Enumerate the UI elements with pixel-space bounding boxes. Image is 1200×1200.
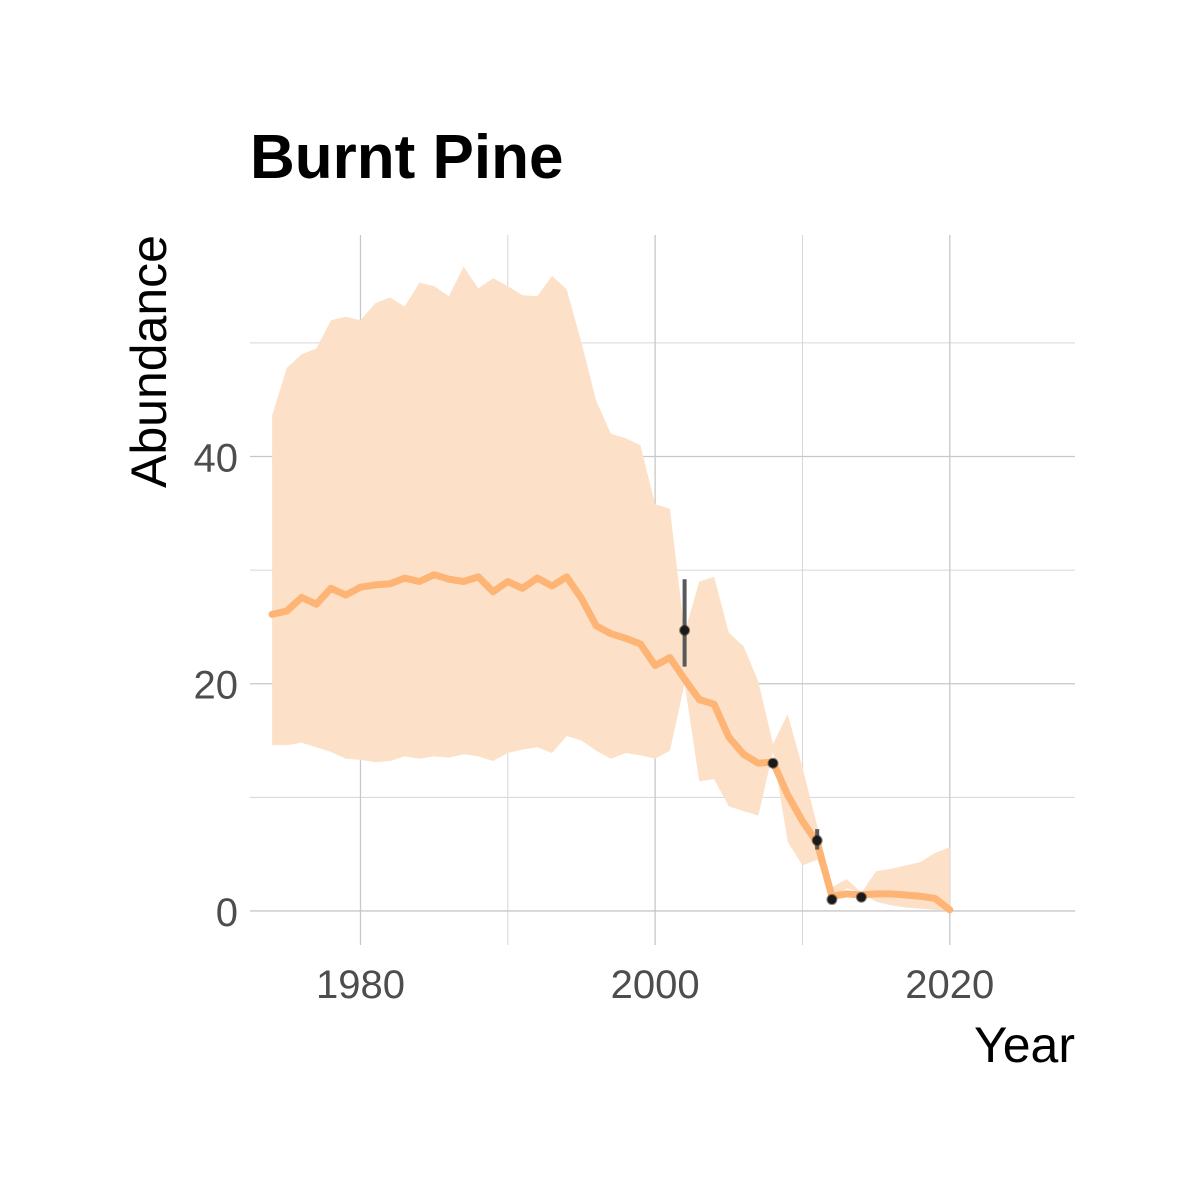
- tick-label-layer: 1980 2000 2020 0 20 40: [194, 437, 995, 1007]
- observation-point: [767, 757, 779, 769]
- x-tick-label: 1980: [316, 963, 405, 1007]
- x-tick-label: 2000: [611, 963, 700, 1007]
- observation-point: [826, 894, 838, 906]
- x-tick-label: 2020: [905, 963, 994, 1007]
- confidence-band: [272, 266, 950, 911]
- y-tick-label: 40: [194, 437, 239, 481]
- observation-point: [855, 891, 867, 903]
- y-tick-label: 20: [194, 664, 239, 708]
- x-axis-title: Year: [974, 1017, 1075, 1073]
- trend-line-layer: [268, 571, 954, 914]
- trend-line: [268, 571, 954, 914]
- observation-point: [811, 834, 823, 846]
- observation-point: [679, 624, 691, 636]
- observation-layer: [679, 579, 867, 906]
- confidence-band-layer: [272, 266, 950, 911]
- y-tick-label: 0: [216, 891, 238, 935]
- y-axis-title: Abundance: [121, 235, 177, 488]
- chart-title: Burnt Pine: [250, 123, 563, 192]
